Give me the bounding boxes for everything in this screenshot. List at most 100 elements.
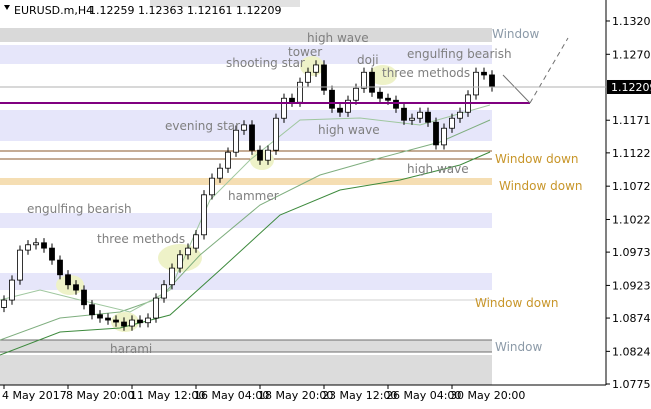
highlight [369,65,397,85]
y-tick-label: 1.11220 [612,147,651,160]
candle-body [97,314,103,319]
candle-body [1,299,7,308]
candle-body [81,289,87,306]
candle-body [25,244,31,251]
candle-body [345,99,351,113]
candle-body [9,279,15,301]
moving-average [0,151,491,356]
y-tick-label: 1.09230 [612,279,651,292]
candle-body [49,247,55,261]
current-price-label: 1.12209 [611,81,651,94]
annotation: doji [357,53,379,67]
candle-body [377,91,383,99]
y-tick-label: 1.13200 [612,15,651,28]
annotation: three methods [97,232,185,246]
scroll-bar [150,0,300,7]
y-tick-label: 1.11710 [612,114,651,127]
candle-body [361,71,367,89]
annotation: three methods [382,66,470,80]
y-tick-label: 1.07750 [612,378,651,391]
candle-body [105,317,111,321]
candle-body [457,111,463,119]
candle-body [57,259,63,276]
x-tick-label: 26 May 04:00 [386,389,461,402]
annotation: shooting star [226,56,305,70]
candle-body [313,64,319,73]
y-tick-label: 1.09730 [612,246,651,259]
candle-body [425,111,431,123]
moving-average [0,104,491,313]
x-tick-label: 23 May 12:00 [322,389,397,402]
annotation: evening star [165,119,240,133]
annotation: tower [288,45,322,59]
candle-body [65,274,71,286]
candle-body [265,149,271,161]
projection-line [529,37,569,104]
candle-body [329,89,335,109]
annotation: high wave [307,31,369,45]
candle-body [385,97,391,101]
candle-body [369,71,375,93]
candle-body [393,99,399,109]
candle-body [169,267,175,286]
candle-body [249,124,255,151]
candle-body [201,194,207,236]
annotation: Window down [495,152,579,166]
candle-body [441,127,447,146]
candle-body [161,284,167,299]
y-tick-label: 1.12700 [612,48,651,61]
candle-body [121,321,127,327]
zone [0,273,492,290]
window-zone [0,28,492,42]
candle-body [73,284,79,291]
layout [0,0,492,385]
window-zone [0,340,492,352]
annotation: engulfing bearish [27,202,132,216]
candle-body [305,71,311,83]
ohlc-info: 1.12259 1.12363 1.12161 1.12209 [89,4,281,17]
candle-body [409,117,415,121]
candle-body [241,124,247,131]
x-tick-label: 30 May 20:00 [450,389,525,402]
candle-body [401,107,407,121]
annotation: Window down [475,296,559,310]
candle-body [353,87,359,101]
candle-body [225,151,231,169]
candle-body [137,319,143,324]
x-tick-label: 16 May 04:00 [194,389,269,402]
zone [0,45,492,64]
y-tick-label: 1.08240 [612,345,651,358]
candle-body [417,111,423,119]
annotation: Window [492,27,540,41]
x-tick-label: 11 May 12:00 [130,389,205,402]
y-tick-label: 1.10220 [612,213,651,226]
annotation: Window [495,340,543,354]
candle-body [89,304,95,316]
candle-body [289,97,295,103]
window-down-zone [0,178,492,185]
candle-body [481,71,487,76]
x-tick-label: 4 May 2017 [2,389,67,402]
candle-body [177,254,183,269]
candle-body [433,121,439,146]
y-tick-label: 1.08740 [612,312,651,325]
candle-body [129,319,135,327]
annotation: high wave [318,123,380,137]
zone [0,213,492,228]
candle-body [217,167,223,179]
candles [1,60,495,331]
candle-body [489,74,495,88]
annotation: hammer [228,189,279,203]
projection-line [502,74,531,104]
candle-body [449,117,455,129]
candle-body [321,64,327,91]
candle-body [153,297,159,319]
candle-body [273,117,279,151]
candle-body [281,97,287,119]
candle-body [337,107,343,113]
annotation: Window down [499,179,583,193]
candle-body [209,177,215,196]
candle-body [473,71,479,96]
candle-body [297,81,303,103]
